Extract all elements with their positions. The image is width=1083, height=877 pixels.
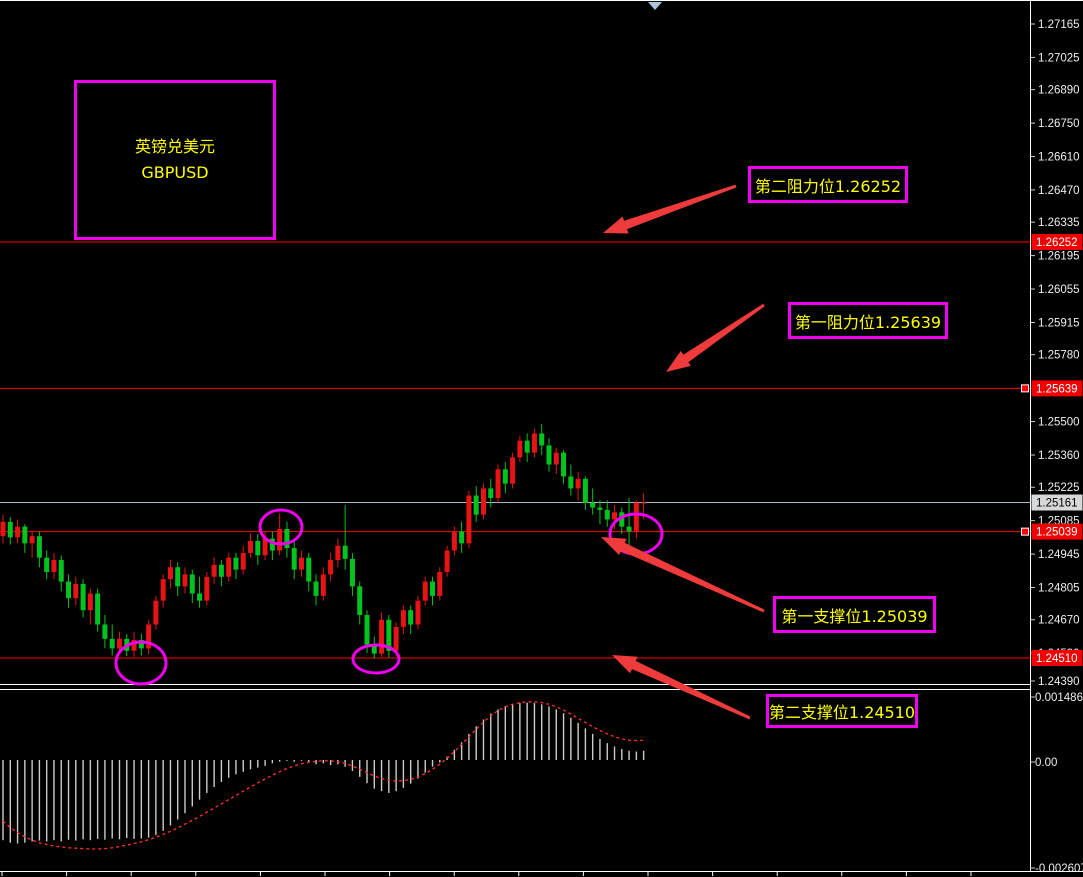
price-tick-label: 1.26750: [1038, 118, 1080, 130]
symbol-title-chinese: 英镑兑美元: [134, 137, 215, 156]
price-tick-label: 1.26890: [1038, 85, 1080, 97]
macd-layer: [2, 701, 645, 850]
level-lines[interactable]: [0, 241, 1032, 659]
price-tick-label: 1.25915: [1038, 317, 1080, 329]
indicator-tick-label: 0.00: [1035, 757, 1057, 769]
price-tick-label: 1.27165: [1038, 19, 1080, 31]
annotation-arrows[interactable]: [601, 184, 765, 720]
level-endpoint-marker: [1021, 384, 1029, 393]
svg-text:1.24510: 1.24510: [1036, 653, 1078, 665]
annotation-box-resistance-1[interactable]: 第一阻力位1.25639: [788, 302, 948, 339]
ellipse-annotation: [258, 508, 304, 546]
price-tick-label: 1.25225: [1038, 482, 1080, 494]
svg-text:1.25639: 1.25639: [1036, 383, 1078, 395]
price-tick-label: 1.25360: [1038, 450, 1080, 462]
price-tick-label: 1.26055: [1038, 284, 1080, 296]
macd-signal-line: [2, 701, 644, 850]
level-endpoint-marker: [1021, 527, 1029, 536]
level-price-tag-resistance-2: 1.26252: [1031, 234, 1083, 250]
level-price-tag-resistance-1: 1.25639: [1031, 380, 1083, 397]
arrow-annotation-s2: [612, 655, 751, 720]
ellipse-annotation: [114, 640, 168, 686]
price-tick-label: 1.24805: [1038, 583, 1080, 595]
price-tick-label: 1.26195: [1038, 251, 1080, 263]
annotation-box-resistance-2[interactable]: 第二阻力位1.26252: [748, 166, 908, 203]
arrow-annotation-s1: [601, 537, 765, 613]
arrow-annotation-r2: [603, 184, 737, 234]
svg-text:1.25161: 1.25161: [1036, 498, 1078, 510]
price-tick-label: 1.25500: [1038, 417, 1080, 429]
annotation-box-support-1[interactable]: 第一支撑位1.25039: [773, 596, 936, 633]
arrow-annotation-r1: [666, 303, 765, 372]
price-tick-label: 1.24945: [1038, 549, 1080, 561]
svg-text:1.26252: 1.26252: [1036, 237, 1078, 249]
price-tick-label: 1.26470: [1038, 185, 1080, 197]
price-tick-label: 1.26610: [1038, 152, 1080, 164]
price-tick-label: 1.25780: [1038, 350, 1080, 362]
level-price-tag-support-1: 1.25039: [1031, 523, 1083, 540]
price-tick-label: 1.26335: [1038, 217, 1080, 229]
symbol-title-code: GBPUSD: [141, 163, 209, 182]
highlight-ellipses[interactable]: [114, 508, 664, 686]
current-price-tag: 1.25161: [1031, 494, 1083, 511]
symbol-title-box[interactable]: 英镑兑美元 GBPUSD: [74, 80, 276, 240]
indicator-tick-label: 0.001486: [1035, 692, 1083, 704]
price-axis[interactable]: 1.27165 1.27025 1.26890 1.26750 1.26610 1.264…: [1030, 19, 1083, 875]
svg-text:1.25039: 1.25039: [1036, 527, 1078, 539]
indicator-tick-label: -0.002607: [1035, 863, 1083, 875]
annotation-box-support-2[interactable]: 第二支撑位1.24510: [766, 694, 918, 728]
scroll-marker-icon: [648, 2, 662, 10]
level-price-tag-support-2: 1.24510: [1031, 649, 1083, 666]
price-tick-label: 1.24390: [1038, 676, 1080, 688]
price-tick-label: 1.27025: [1038, 52, 1080, 64]
candles-layer: [0, 423, 647, 659]
price-tick-label: 1.24670: [1038, 615, 1080, 627]
ellipse-annotation: [351, 643, 401, 675]
